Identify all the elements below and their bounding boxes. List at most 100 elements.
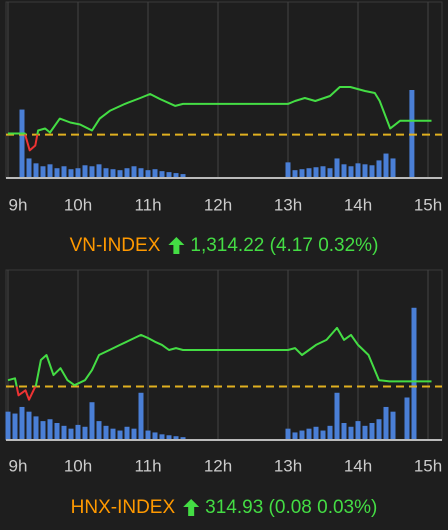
volume-bar (166, 172, 172, 178)
volume-bar (327, 425, 333, 440)
x-tick-label: 13h (274, 456, 302, 475)
volume-bar (103, 168, 109, 178)
x-tick-label: 12h (204, 456, 232, 475)
volume-bar (355, 421, 361, 440)
volume-bar (285, 162, 291, 178)
volume-bar (19, 109, 25, 178)
x-tick-label: 14h (344, 195, 372, 214)
volume-bar (61, 166, 67, 178)
volume-bar (12, 413, 18, 440)
volume-bar (299, 169, 305, 178)
volume-bar (299, 430, 305, 440)
volume-bar (145, 170, 151, 178)
volume-bar (89, 402, 95, 440)
x-tick-label: 13h (274, 195, 302, 214)
volume-bar (341, 423, 347, 440)
volume-bar (19, 406, 25, 440)
volume-bar (369, 423, 375, 440)
index-name: HNX-INDEX (71, 497, 176, 518)
volume-bar (152, 169, 158, 178)
volume-bar (145, 430, 151, 440)
volume-bar (159, 434, 165, 440)
x-tick-label: 15h (414, 456, 442, 475)
volume-bar (166, 435, 172, 440)
volume-bar (411, 307, 417, 440)
x-tick-label: 14h (344, 456, 372, 475)
index-value: 1,314.22 (4.17 0.32%) (190, 235, 378, 256)
up-arrow (168, 237, 185, 254)
volume-bar (376, 160, 382, 178)
volume-bar (61, 425, 67, 440)
volume-bar (26, 411, 32, 440)
volume-bar (40, 166, 46, 178)
volume-bar (285, 428, 291, 440)
volume-bar (26, 158, 32, 178)
volume-bar (117, 170, 123, 178)
x-tick-label: 10h (64, 195, 92, 214)
x-tick-label: 11h (134, 195, 161, 214)
volume-bar (82, 165, 88, 178)
x-tick-label: 10h (64, 456, 92, 475)
volume-bar (33, 416, 39, 440)
volume-bar (320, 430, 326, 440)
plot-frame (5, 269, 443, 441)
volume-bar (5, 411, 11, 440)
x-tick-label: 15h (414, 195, 442, 214)
volume-bar (124, 168, 130, 178)
volume-bar (75, 168, 81, 178)
volume-bar (131, 166, 137, 178)
volume-bar (348, 426, 354, 440)
volume-bar (68, 428, 74, 440)
volume-bar (313, 426, 319, 440)
index-line (8, 86, 432, 152)
volume-bar (138, 392, 144, 440)
volume-bar (292, 432, 298, 440)
volume-bar (362, 164, 368, 178)
volume-bar (54, 168, 60, 178)
volume-bar (173, 436, 179, 440)
volume-bar (110, 169, 116, 178)
volume-bar (292, 170, 298, 178)
volume-bar (334, 392, 340, 440)
volume-bar (320, 166, 326, 178)
volume-bar (341, 164, 347, 178)
volume-bar (383, 153, 389, 178)
volume-bar (47, 164, 53, 178)
volume-bar (152, 432, 158, 440)
volume-bar (306, 428, 312, 440)
x-tick-label: 11h (134, 456, 161, 475)
volume-bar (82, 426, 88, 440)
volume-bar (138, 168, 144, 178)
volume-bar (47, 419, 53, 440)
volume-bar (348, 166, 354, 178)
volume-bar (355, 163, 361, 178)
volume-bar (96, 421, 102, 440)
volume-bar (173, 173, 179, 178)
volume-bar (117, 430, 123, 440)
volume-bar (54, 423, 60, 440)
index-value: 314.93 (0.08 0.03%) (205, 497, 377, 518)
volume-bar (383, 406, 389, 440)
volume-bar (68, 169, 74, 178)
volume-bar (110, 428, 116, 440)
volume-bar (40, 421, 46, 440)
plot-frame (5, 1, 443, 179)
volume-bar (180, 437, 186, 440)
volume-bar (131, 428, 137, 440)
volume-bar (124, 426, 130, 440)
volume-bar (89, 166, 95, 178)
x-tick-label: 12h (204, 195, 232, 214)
volume-bar (313, 167, 319, 178)
volume-bar (404, 397, 410, 440)
volume-bar (96, 164, 102, 178)
volume-bar (75, 424, 81, 440)
volume-bar (362, 425, 368, 440)
volume-bar (390, 158, 396, 178)
volume-bar (159, 171, 165, 178)
volume-bar (180, 174, 186, 178)
volume-bar (327, 168, 333, 178)
index-line (7, 326, 432, 401)
volume-bar (390, 411, 396, 440)
